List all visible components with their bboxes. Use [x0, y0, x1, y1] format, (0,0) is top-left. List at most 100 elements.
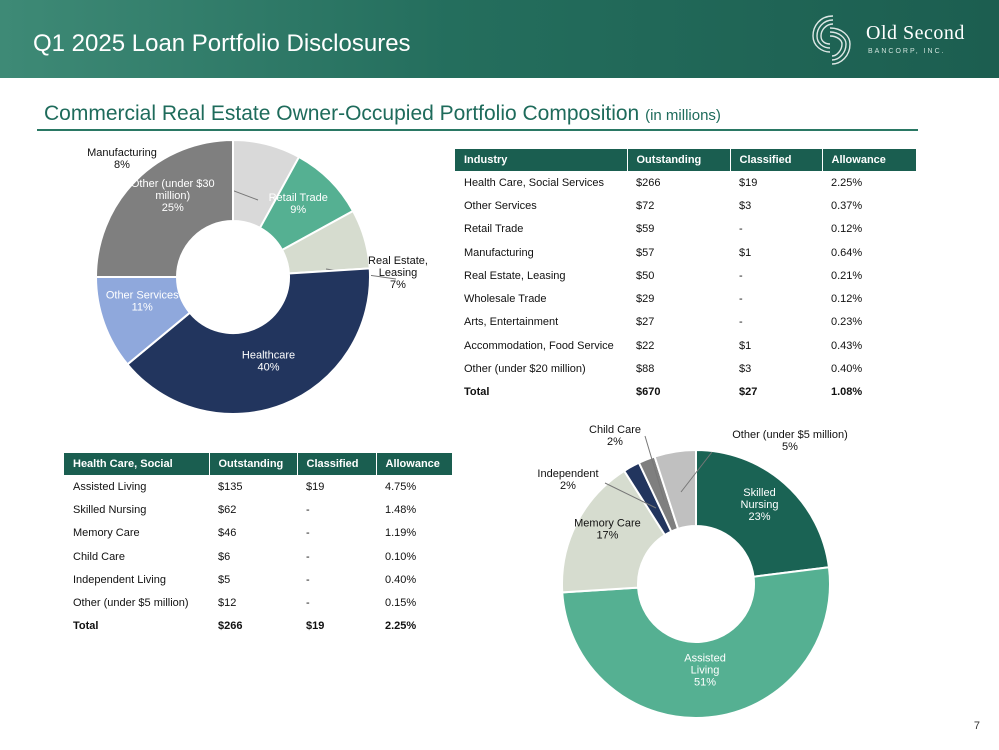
slice-label-line: 2% — [560, 480, 576, 492]
table-cell: - — [739, 223, 743, 236]
slice-label-line: Manufacturing — [87, 147, 157, 159]
table-cell: 1.48% — [385, 503, 417, 516]
slice-label: Assisted Living 51% — [684, 653, 726, 689]
slice-label: Other (under $30 million) 25% — [131, 178, 215, 214]
table-cell: $6 — [218, 550, 231, 563]
table-cell: $19 — [739, 176, 758, 189]
slice-label-line: 23% — [748, 511, 770, 523]
table-row: Manufacturing $57 $1 0.64% — [455, 241, 916, 264]
table-cell: Total — [73, 620, 99, 633]
slice-label-line: 11% — [132, 302, 153, 314]
slice-label-line: Assisted — [684, 653, 726, 665]
table-row: Child Care $6 - 0.10% — [64, 545, 452, 568]
table-cell: $29 — [636, 293, 655, 306]
section-divider — [37, 129, 918, 131]
column-header: Outstanding — [626, 149, 730, 171]
table-cell: Other (under $20 million) — [464, 363, 586, 376]
table-row: Accommodation, Food Service $22 $1 0.43% — [455, 334, 916, 357]
table-cell: $50 — [636, 269, 655, 282]
pie-slice — [653, 448, 697, 531]
table-cell: - — [739, 316, 743, 329]
table-row: Assisted Living $135 $19 4.75% — [64, 475, 452, 498]
table-cell: Arts, Entertainment — [464, 316, 559, 329]
table-cell: - — [739, 293, 743, 306]
table-cell: - — [306, 573, 310, 586]
table-row: Real Estate, Leasing $50 - 0.21% — [455, 264, 916, 287]
table-cell: Independent Living — [73, 573, 166, 586]
slice-label-line: Skilled — [743, 487, 775, 499]
leader-line — [644, 435, 665, 501]
slice-label-line: Retail Trade — [269, 192, 328, 204]
table-cell: 1.19% — [385, 527, 417, 540]
table-cell: 4.75% — [385, 480, 417, 493]
table-cell: $5 — [218, 573, 231, 586]
pie-slice — [561, 469, 667, 594]
table-row: Health Care, Social Services $266 $19 2.25% — [455, 171, 916, 194]
table-row: Other Services $72 $3 0.37% — [455, 194, 916, 217]
slice-label-line: Nursing — [741, 499, 779, 511]
industry-table-header: Industry Outstanding Classified Allowance — [455, 149, 916, 171]
table-cell: $22 — [636, 339, 655, 352]
pie-slice — [94, 138, 234, 278]
slice-label: Manufacturing 8% — [87, 147, 157, 171]
table-row: Other (under $5 million) $12 - 0.15% — [64, 591, 452, 614]
slice-label-line: Healthcare — [242, 350, 295, 362]
slice-label-line: Real Estate, — [368, 255, 428, 267]
table-row: Independent Living $5 - 0.40% — [64, 568, 452, 591]
donut-chart-2: Skilled Nursing 23% Assisted Living 51% Memory… — [537, 424, 848, 719]
section-title-unit: (in millions) — [645, 107, 721, 124]
table-cell: $19 — [306, 620, 325, 633]
pie-slice — [622, 461, 673, 537]
table-cell: 0.40% — [831, 363, 863, 376]
table-cell: - — [306, 550, 310, 563]
table-cell: 0.12% — [831, 223, 863, 236]
pie-slice — [695, 448, 831, 578]
slice-label-line: Living — [691, 665, 720, 677]
column-header: Industry — [455, 149, 627, 171]
section-title: Commercial Real Estate Owner-Occupied Po… — [44, 102, 721, 126]
table-cell: $19 — [306, 480, 325, 493]
table-cell: $670 — [636, 386, 661, 399]
old-second-logo-mark-icon — [812, 15, 851, 65]
slice-label: Real Estate, Leasing 7% — [368, 255, 428, 291]
slice-label-line: 51% — [694, 677, 716, 689]
table-cell: 2.25% — [831, 176, 863, 189]
slice-label-line: 8% — [114, 159, 130, 171]
table-cell: $57 — [636, 246, 655, 259]
table-cell: 0.15% — [385, 597, 417, 610]
table-cell: $1 — [739, 339, 752, 352]
table-cell: $62 — [218, 503, 237, 516]
table-cell: $1 — [739, 246, 752, 259]
column-header: Classified — [729, 149, 822, 171]
table-row: Memory Care $46 - 1.19% — [64, 522, 452, 545]
slice-label: Independent 2% — [537, 468, 598, 492]
slice-label-line: Leasing — [379, 267, 418, 279]
logo-name: Old Second — [866, 22, 965, 44]
slice-label-line: Memory Care — [574, 517, 641, 529]
table-cell: Child Care — [73, 550, 125, 563]
pie-slice — [126, 267, 371, 415]
column-header: Outstanding — [208, 453, 297, 475]
pie-slice — [280, 209, 371, 275]
slice-label-line: 17% — [596, 529, 618, 541]
slice-label: Healthcare 40% — [242, 350, 295, 374]
pie-slice — [258, 155, 355, 252]
table-cell: 2.25% — [385, 620, 417, 633]
slice-label: Other Services 11% — [106, 290, 179, 314]
table-cell: 0.10% — [385, 550, 417, 563]
slice-label-line: 7% — [390, 279, 406, 291]
table-cell: $27 — [739, 386, 758, 399]
table-cell: Other (under $5 million) — [73, 597, 189, 610]
table-cell: $3 — [739, 199, 752, 212]
healthcare-table-header: Health Care, Social Outstanding Classified… — [64, 453, 452, 475]
table-cell: 0.37% — [831, 199, 863, 212]
donut-chart-1: Manufacturing 8% Retail Trade 9% Real Estate… — [87, 138, 428, 415]
table-cell: 0.43% — [831, 339, 863, 352]
pie-slice — [561, 566, 831, 719]
header-bar: Q1 2025 Loan Portfolio Disclosures Old S… — [0, 0, 999, 78]
pie-slice — [232, 138, 301, 230]
table-cell: - — [306, 597, 310, 610]
table-cell: $59 — [636, 223, 655, 236]
slice-label: Skilled Nursing 23% — [741, 487, 779, 523]
leader-line — [680, 451, 713, 493]
